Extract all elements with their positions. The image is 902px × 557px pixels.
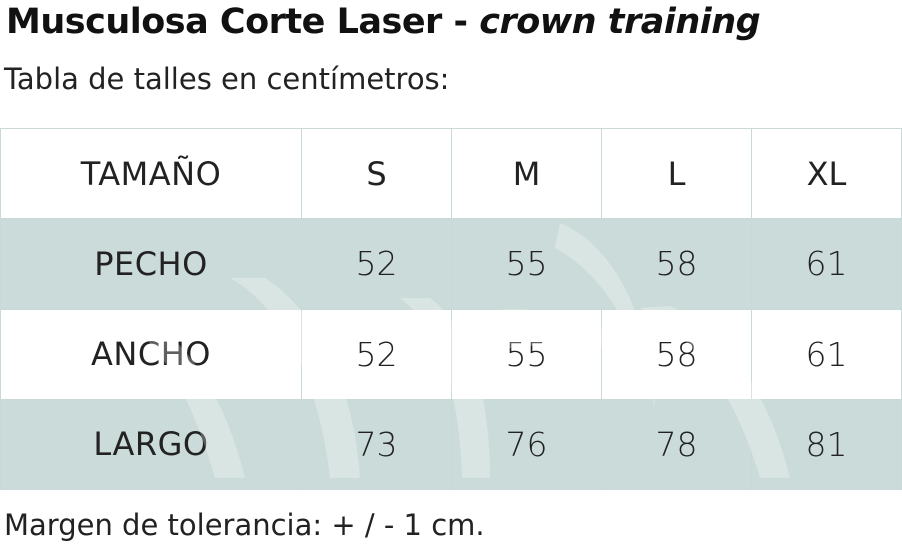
cell-width-s: 52	[301, 308, 452, 400]
cell-length-s: 73	[301, 398, 452, 491]
table-row-length: LARGO 73 76 78 81	[0, 398, 902, 491]
cell-chest-s: 52	[301, 218, 452, 310]
cell-length-l: 78	[601, 398, 752, 491]
page-title: Musculosa Corte Laser - crown training	[6, 2, 761, 42]
title-brand: crown training	[479, 2, 761, 42]
header-cell-m: M	[451, 127, 602, 220]
cell-width-m: 55	[451, 308, 602, 400]
tolerance-note: Margen de tolerancia: + / - 1 cm.	[4, 508, 485, 542]
cell-chest-m: 55	[451, 218, 602, 310]
cell-width-xl: 61	[751, 308, 902, 400]
cell-chest-xl: 61	[751, 218, 902, 310]
size-table-container: TAMAÑO S M L XL PECHO 52 55 58 61 ANCHO …	[0, 127, 902, 491]
row-label-chest: PECHO	[0, 218, 302, 310]
size-table: TAMAÑO S M L XL PECHO 52 55 58 61 ANCHO …	[0, 127, 902, 491]
header-cell-xl: XL	[751, 127, 902, 220]
row-label-length: LARGO	[0, 398, 302, 491]
table-row-chest: PECHO 52 55 58 61	[0, 218, 902, 310]
header-cell-s: S	[301, 127, 452, 220]
subtitle: Tabla de talles en centímetros:	[4, 62, 450, 96]
cell-length-xl: 81	[751, 398, 902, 491]
row-label-width: ANCHO	[0, 308, 302, 400]
cell-width-l: 58	[601, 308, 752, 400]
table-row-width: ANCHO 52 55 58 61	[0, 308, 902, 400]
header-cell-size: TAMAÑO	[0, 127, 302, 220]
cell-chest-l: 58	[601, 218, 752, 310]
table-header-row: TAMAÑO S M L XL	[0, 127, 902, 220]
header-cell-l: L	[601, 127, 752, 220]
title-main: Musculosa Corte Laser -	[6, 2, 480, 42]
cell-length-m: 76	[451, 398, 602, 491]
